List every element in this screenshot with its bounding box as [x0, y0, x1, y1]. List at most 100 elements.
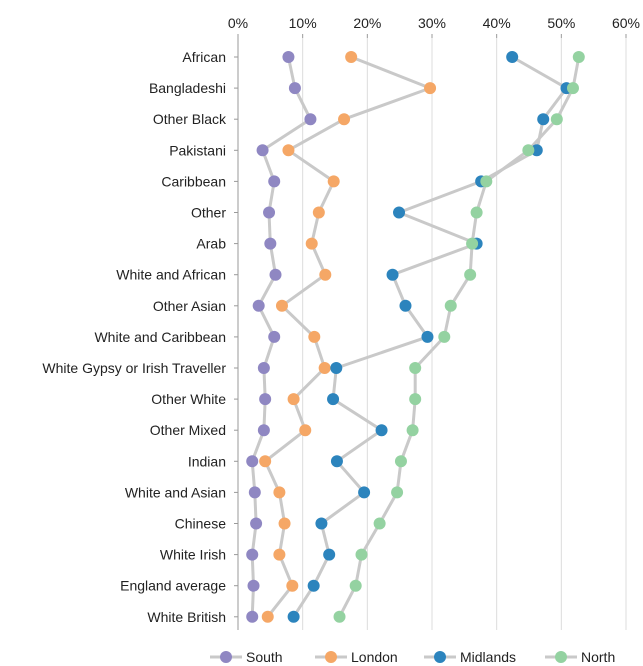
category-label: White Irish — [160, 547, 226, 563]
data-point — [406, 424, 419, 437]
data-point — [338, 113, 351, 126]
data-point — [386, 268, 399, 281]
legend: South London Midlands North — [210, 649, 615, 665]
category-label: Chinese — [175, 516, 227, 532]
data-point — [246, 455, 259, 468]
x-axis: 0% 10% 20% 30% 40% 50% 60% — [228, 15, 640, 38]
data-point — [444, 299, 457, 312]
data-point — [282, 144, 295, 157]
data-point — [273, 548, 286, 561]
data-point — [319, 268, 332, 281]
data-point — [464, 268, 477, 281]
data-point — [572, 51, 585, 63]
x-tick-label: 50% — [547, 15, 575, 31]
data-point — [399, 299, 412, 312]
data-point — [308, 330, 321, 343]
category-label: African — [182, 49, 226, 65]
data-point — [506, 51, 519, 63]
data-point — [259, 455, 272, 468]
data-point — [304, 113, 317, 126]
data-point — [318, 362, 331, 374]
data-point — [263, 206, 276, 219]
x-tick-label: 60% — [612, 15, 640, 31]
category-label: Pakistani — [169, 142, 226, 158]
data-point — [264, 237, 277, 250]
category-label: Other Asian — [153, 298, 226, 314]
data-point — [421, 330, 434, 343]
data-point — [424, 82, 437, 95]
category-label: England average — [120, 578, 226, 594]
data-point — [393, 206, 406, 219]
data-point — [288, 82, 301, 95]
data-point — [537, 113, 550, 126]
connector-line — [263, 55, 432, 618]
data-point — [466, 237, 479, 250]
legend-marker — [434, 651, 446, 663]
x-tick-label: 0% — [228, 15, 248, 31]
x-tick-label: 30% — [418, 15, 446, 31]
data-point — [299, 424, 312, 437]
data-point — [480, 175, 493, 188]
data-point — [252, 299, 265, 312]
data-point — [268, 175, 281, 188]
data-point — [358, 486, 371, 499]
data-point — [256, 144, 269, 157]
data-point — [257, 424, 270, 437]
category-label: Bangladeshi — [149, 80, 226, 96]
data-point — [307, 579, 320, 592]
data-point — [327, 175, 340, 188]
data-point — [273, 486, 286, 499]
data-point — [438, 330, 451, 343]
data-point — [287, 610, 300, 623]
data-point — [373, 517, 386, 530]
data-point — [315, 517, 328, 530]
data-point — [286, 579, 299, 592]
connector-lines — [250, 55, 581, 618]
data-point — [470, 206, 483, 219]
data-point — [261, 610, 274, 623]
legend-marker — [555, 651, 567, 663]
category-label: Other White — [151, 391, 226, 407]
data-point — [246, 610, 259, 623]
data-point — [530, 144, 543, 157]
data-point — [287, 393, 300, 406]
data-point — [409, 393, 422, 406]
category-label: Other — [191, 205, 226, 221]
data-point — [566, 82, 579, 95]
data-point — [327, 393, 340, 406]
legend-marker — [220, 651, 232, 663]
x-tick-label: 10% — [289, 15, 317, 31]
category-label: Other Mixed — [150, 422, 226, 438]
data-point — [257, 362, 270, 374]
data-point — [355, 548, 368, 561]
data-point — [246, 548, 259, 561]
legend-label: South — [246, 649, 283, 665]
data-point — [282, 51, 295, 63]
category-axis: African Bangladeshi Other Black Pakistani Ca… — [42, 49, 238, 625]
x-tick-label: 40% — [483, 15, 511, 31]
category-label: Indian — [188, 453, 226, 469]
data-point — [259, 393, 272, 406]
data-point — [250, 517, 263, 530]
data-point — [550, 113, 563, 126]
category-label: Arab — [196, 236, 226, 252]
category-label: White and Caribbean — [94, 329, 226, 345]
data-point — [323, 548, 336, 561]
data-point — [522, 144, 535, 157]
x-tick-label: 20% — [353, 15, 381, 31]
data-point — [345, 51, 358, 63]
data-point — [333, 610, 346, 623]
data-point — [275, 299, 288, 312]
category-label: White British — [147, 609, 226, 625]
data-point — [278, 517, 291, 530]
data-point — [269, 268, 282, 281]
legend-marker — [325, 651, 337, 663]
legend-label: London — [351, 649, 398, 665]
data-point — [375, 424, 388, 437]
data-point — [248, 486, 261, 499]
category-label: Caribbean — [161, 173, 226, 189]
legend-label: North — [581, 649, 615, 665]
data-point — [391, 486, 404, 499]
data-point — [305, 237, 318, 250]
